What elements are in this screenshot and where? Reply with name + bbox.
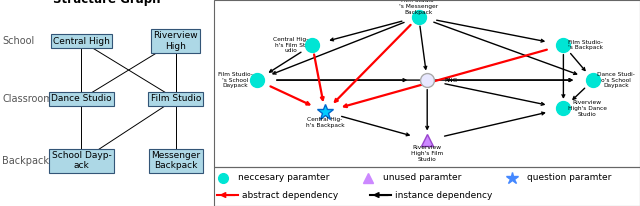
Text: Riverview
High's Film
Studio: Riverview High's Film Studio bbox=[411, 145, 444, 162]
Text: Central Hig-
h's Backpack: Central Hig- h's Backpack bbox=[306, 117, 344, 128]
Text: School: School bbox=[2, 36, 35, 46]
Text: instance dependency: instance dependency bbox=[396, 191, 493, 200]
Text: Film Studio-
's Messenger
Backpack: Film Studio- 's Messenger Backpack bbox=[399, 0, 438, 15]
Text: Central High: Central High bbox=[53, 37, 110, 46]
Text: Film Studio-
's Backpack: Film Studio- 's Backpack bbox=[568, 40, 603, 50]
Text: question paramter: question paramter bbox=[527, 173, 612, 182]
Text: School Dayp-
ack: School Dayp- ack bbox=[52, 151, 111, 170]
Text: Dance Studio: Dance Studio bbox=[51, 94, 112, 103]
Title: Structure Graph: Structure Graph bbox=[54, 0, 161, 6]
Text: Film Studio-
's School
Daypack: Film Studio- 's School Daypack bbox=[218, 72, 253, 88]
Text: abstract dependency: abstract dependency bbox=[242, 191, 339, 200]
Text: Messenger
Backpack: Messenger Backpack bbox=[151, 151, 200, 170]
Text: neccesary paramter: neccesary paramter bbox=[238, 173, 329, 182]
Text: Riverview
High: Riverview High bbox=[154, 32, 198, 51]
Text: Riverview
High's Dance
Studio: Riverview High's Dance Studio bbox=[568, 100, 607, 117]
Text: unused paramter: unused paramter bbox=[383, 173, 461, 182]
Text: Film Studio: Film Studio bbox=[150, 94, 201, 103]
Text: Central Hig-
h's Film St
udio: Central Hig- h's Film St udio bbox=[273, 37, 308, 53]
Text: Dance Studi-
o's School
Daypack: Dance Studi- o's School Daypack bbox=[598, 72, 636, 88]
Text: Backpack: Backpack bbox=[2, 156, 49, 166]
Text: RNG: RNG bbox=[444, 78, 458, 83]
Text: Classroom: Classroom bbox=[2, 94, 53, 104]
